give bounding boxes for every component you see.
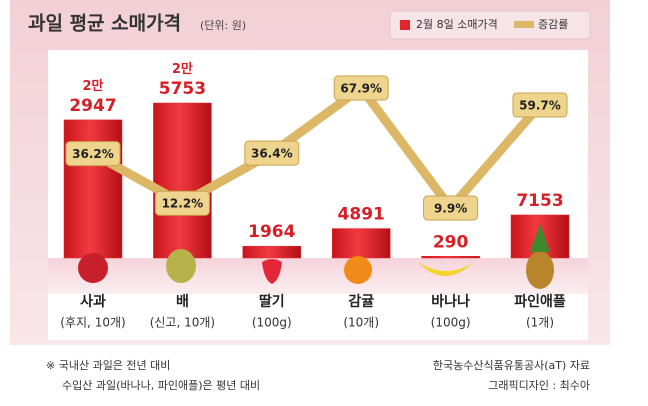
category-label: 딸기 [259,293,285,310]
apple-icon [78,253,108,283]
legend-swatch [400,20,410,30]
category-note: (후지, 10개) [60,316,125,330]
value-label: 1964 [248,222,295,242]
value-label: 4891 [338,205,385,225]
legend-swatch [514,21,534,28]
value-label: 36.2% [72,147,114,161]
value-label: 9.9% [434,202,467,216]
bar [63,119,123,259]
footnote: ※ 국내산 과일은 전년 대비 [46,358,170,372]
category-label: 사과 [80,294,106,310]
point-box [423,195,479,221]
bar [331,228,391,259]
tangerine-icon [344,256,372,284]
legend-box [389,10,591,40]
bar [153,102,212,259]
value-label: 290 [433,232,469,252]
value-label: 2만 5753 [159,61,206,100]
category-note: (100g) [431,316,471,330]
plot-bg [48,50,588,340]
legend-label: 2월 8일 소매가격 [416,17,498,31]
source: 한국농수산식품유통공사(aT) 자료 [433,359,590,372]
value-label: 2만 2947 [69,77,116,116]
category-note: (100g) [252,316,292,330]
point-box [154,190,210,216]
fruit-band [48,258,588,294]
category-note: (10개) [343,316,379,330]
category-label: 감귤 [348,293,374,310]
bar [421,256,480,259]
title: 과일 평균 소매가격 [28,13,181,35]
pineapple-icon [526,251,554,289]
point-box [333,75,389,101]
value-label: 67.9% [340,82,382,96]
category-label: 파인애플 [514,293,566,310]
point-box [244,140,300,166]
value-label: 59.7% [519,98,561,112]
category-label: 바나나 [431,294,470,310]
category-label: 배 [176,294,189,310]
footnote: 수입산 과일(바나나, 파인애플)은 평년 대비 [62,378,260,392]
value-label: 12.2% [162,197,204,211]
value-label: 36.4% [251,147,293,161]
credit: 그래픽디자인 : 최수아 [488,379,590,392]
banana-icon [418,262,474,276]
bar [242,245,302,259]
category-note: (1개) [526,316,554,330]
point-box [512,92,568,118]
legend-label: 증감률 [538,18,568,31]
category-note: (신고, 10개) [150,316,215,330]
unit: (단위: 원) [200,19,246,32]
point-box [65,141,121,167]
pineapple-leaves [530,224,550,252]
pear-icon [166,249,196,283]
value-label: 7153 [516,191,563,211]
strawberry-icon [262,259,282,284]
fruit-icons [78,224,554,289]
